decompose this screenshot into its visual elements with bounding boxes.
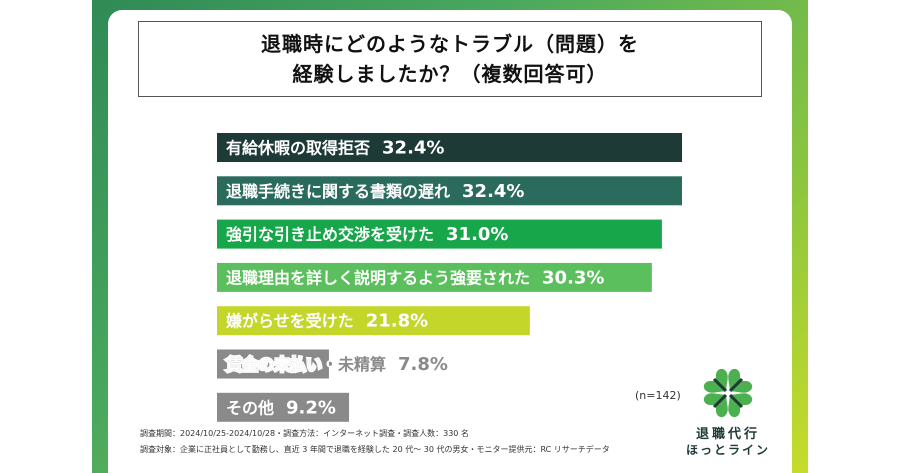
bar-value-label-3: 31.0% [446, 224, 508, 245]
bar-category-4: 退職理由を詳しく説明するよう強要された [226, 268, 530, 287]
bar-label-4: 退職理由を詳しく説明するよう強要された 30.3% [226, 267, 604, 288]
bar-value-label-1: 32.4% [382, 138, 444, 159]
logo-text-line1: 退職代行 [695, 427, 760, 442]
bar-label-5: 嫌がらせを受けた 21.8% [225, 311, 428, 332]
bar-category-5: 嫌がらせを受けた [225, 312, 354, 331]
bar-category-1: 有給休暇の取得拒否 [226, 139, 370, 158]
bar-label-inner-6: 賃金の未払い・未精算 7.8% [225, 354, 448, 375]
bar-label-1: 有給休暇の取得拒否 32.4% [226, 138, 444, 159]
bar-value-label-5: 21.8% [366, 311, 428, 332]
bar-label-2: 退職手続きに関する書類の遅れ 32.4% [226, 181, 524, 202]
chart-title-line2: 経験しましたか？（複数回答可） [292, 62, 608, 86]
bar-4 [217, 262, 652, 292]
bar-category-7: その他 [226, 398, 274, 417]
bar-1 [217, 133, 682, 162]
footnote-survey-target: 調査対象：企業に正社員として勤務し、直近 3 年間で退職を経験した 20 代～ … [140, 445, 610, 454]
bar-3 [217, 219, 662, 249]
bar-label-3: 強引な引き止め交渉を受けた 31.0% [226, 224, 508, 245]
bar-label-6: 賃金の未払い・未精算 7.8% [225, 354, 448, 375]
bar-6 [217, 349, 329, 379]
logo-text-line2: ほっとライン [685, 443, 770, 457]
bar-category-6: 賃金の未払い・未精算 [225, 355, 386, 374]
bar-category-6: 賃金の未払い・未精算 [225, 355, 386, 374]
bar-category-3: 強引な引き止め交渉を受けた [226, 225, 434, 244]
bar-7 [217, 392, 350, 422]
chart-title-line1: 退職時にどのようなトラブル（問題）を [261, 32, 639, 56]
bar-label-7: その他 9.2% [226, 397, 336, 418]
bar-2 [217, 176, 682, 206]
footnote-survey-period: 調査期間：2024/10/25-2024/10/28・調査方法：インターネット調… [140, 429, 469, 438]
clover-heart-icon [703, 368, 753, 418]
bar-value-label-2: 32.4% [462, 181, 524, 202]
chart-title: 退職時にどのようなトラブル（問題）を 経験しましたか？（複数回答可） [138, 21, 762, 97]
bar-value-label-7: 9.2% [286, 397, 336, 418]
bar-value-label-4: 30.3% [542, 267, 604, 288]
brand-logo: 退職代行 ほっとライン [683, 368, 773, 459]
sample-size-note: (n=142) [635, 389, 681, 402]
bar-value-label-6: 7.8% [398, 354, 448, 375]
bar-category-2: 退職手続きに関する書類の遅れ [226, 182, 450, 201]
bar-5 [217, 306, 530, 336]
